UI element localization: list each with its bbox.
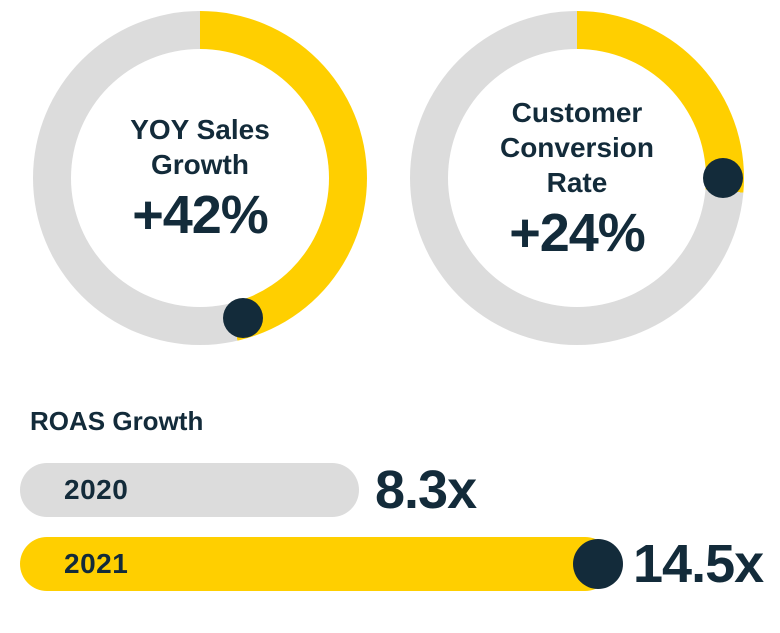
donut-center: YOY Sales Growth +42% [71, 49, 329, 307]
donut-title-line: Growth [150, 149, 249, 180]
donut-chart-yoy-sales-growth: YOY Sales Growth +42% [33, 11, 367, 345]
progress-endpoint-dot [703, 158, 743, 198]
bar-category-label: 2020 [64, 474, 129, 505]
donut-title-line: Rate [546, 166, 608, 198]
donut-center: Customer Conversion Rate +24% [448, 49, 706, 307]
donut-title: Customer Conversion Rate [500, 95, 654, 200]
donut-title-line: Conversion [499, 131, 655, 163]
bar-endpoint-dot [573, 539, 623, 589]
progress-endpoint-dot [222, 297, 263, 338]
donut-title-line: Customer [511, 96, 643, 128]
donut-chart-customer-conversion-rate: Customer Conversion Rate +24% [410, 11, 744, 345]
bar-chart-title: ROAS Growth [30, 406, 204, 436]
bar-row-2021: 2021 14.5x [20, 534, 764, 594]
bar-2021: 2021 [20, 537, 623, 591]
bar-value-label: 8.3x [375, 460, 477, 520]
donut-value: +24% [509, 202, 646, 263]
bar-2020: 2020 [20, 463, 359, 517]
bar-value-label: 14.5x [633, 534, 764, 594]
bar-category-label: 2021 [64, 548, 129, 579]
donut-value: +42% [132, 185, 269, 245]
donut-title-line: YOY Sales [130, 114, 270, 145]
bar-row-2020: 2020 8.3x [20, 460, 477, 520]
donut-title: YOY Sales Growth [130, 112, 270, 182]
